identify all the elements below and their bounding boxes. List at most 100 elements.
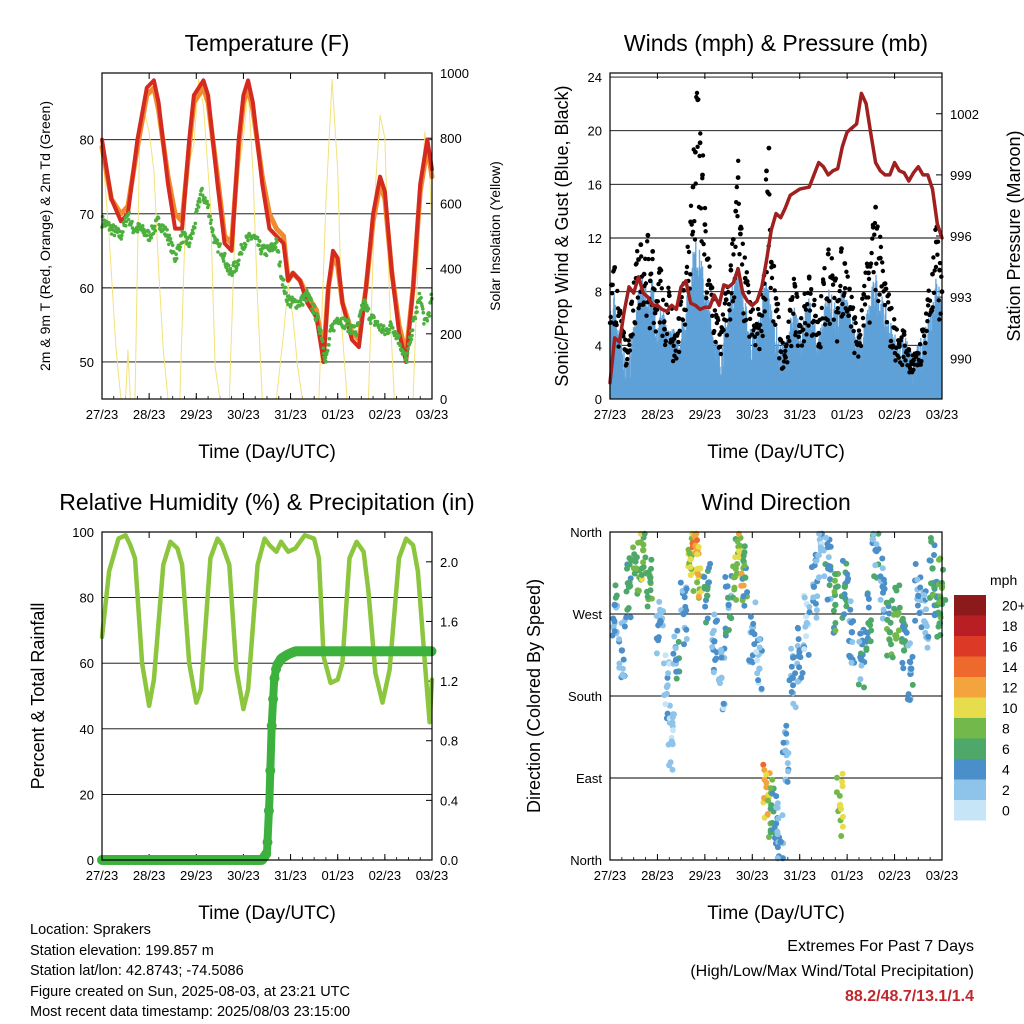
direction-point (764, 811, 771, 817)
legend-swatch (954, 677, 986, 698)
direction-anchor-point (929, 565, 936, 572)
gust-point (734, 184, 739, 190)
dewpoint-point (408, 340, 413, 345)
gust-point (726, 289, 731, 295)
direction-point (672, 645, 679, 652)
dewpoint-point (283, 285, 288, 290)
gust-point (695, 144, 700, 149)
direction-anchor-point (825, 565, 832, 572)
x-tick-label: 30/23 (736, 868, 769, 883)
direction-point (931, 612, 938, 619)
direction-point (638, 565, 645, 572)
gust-point (785, 360, 790, 365)
y-tick-label: North (570, 525, 602, 540)
gust-point (609, 291, 615, 296)
dewpoint-point (174, 252, 178, 256)
dewpoint-point (135, 230, 140, 234)
direction-point (870, 536, 877, 543)
elevation-text: Station elevation: 199.857 m (30, 942, 214, 959)
gust-peak-point (802, 304, 807, 309)
y-tick-label: 4 (595, 338, 602, 353)
gust-point (722, 301, 728, 306)
direction-point (666, 762, 673, 769)
gust-point (660, 297, 666, 303)
gust-point (634, 261, 639, 266)
direction-point (653, 635, 660, 642)
legend-label: 18 (1002, 618, 1018, 634)
gust-peak-point (792, 283, 798, 289)
direction-point (683, 636, 690, 642)
dewpoint-point (344, 323, 349, 328)
direction-point (710, 669, 717, 676)
direction-point (827, 576, 834, 583)
dewpoint-point (273, 245, 278, 250)
direction-anchor-point (832, 601, 839, 609)
direction-anchor-point (810, 583, 818, 590)
legend-label: 2 (1002, 782, 1010, 798)
direction-point (926, 557, 933, 564)
dewpoint-point (255, 235, 260, 240)
direction-point (653, 650, 660, 657)
gust-point (866, 295, 871, 300)
direction-anchor-point (749, 629, 756, 636)
gust-point (820, 316, 825, 321)
direction-point (912, 561, 919, 567)
gust-point (757, 346, 762, 352)
extremes-value: 88.2/48.7/13.1/1.4 (845, 988, 974, 1005)
dewpoint-point (289, 302, 293, 307)
gust-point (803, 321, 808, 326)
gust-point (741, 311, 746, 316)
dewpoint-point (314, 318, 319, 322)
gust-point (893, 358, 898, 363)
y2-tick-label: 400 (440, 262, 462, 277)
direction-point (760, 761, 767, 768)
direction-point (740, 593, 747, 600)
direction-point (630, 556, 637, 563)
x-axis-label: Time (Day/UTC) (707, 442, 845, 463)
gust-point (926, 288, 931, 293)
gust-point (771, 263, 777, 269)
dewpoint-point (410, 333, 414, 338)
x-tick-label: 02/23 (878, 407, 911, 422)
gust-point (633, 321, 638, 326)
gust-peak-point (650, 249, 656, 254)
gust-point (684, 264, 690, 270)
gust-point (775, 301, 781, 307)
gust-point (785, 335, 791, 340)
dewpoint-point (211, 227, 215, 232)
dewpoint-point (189, 236, 194, 241)
gust-point (827, 321, 832, 326)
extremes-box: Extremes For Past 7 Days (High/Low/Max W… (690, 934, 974, 1009)
gust-point (802, 291, 807, 296)
gust-peak-point (709, 285, 715, 291)
gust-point (902, 343, 907, 348)
gust-point (683, 307, 688, 313)
gust-point (739, 262, 745, 267)
direction-anchor-point (872, 547, 879, 554)
gust-point (753, 343, 758, 348)
gust-peak-point (735, 175, 741, 181)
gust-point (639, 254, 644, 259)
gust-point (890, 343, 896, 348)
direction-point (653, 613, 660, 619)
dewpoint-point (320, 339, 325, 344)
direction-point (623, 588, 630, 595)
direction-point (879, 555, 886, 562)
gust-point (913, 354, 919, 359)
dewpoint-point (124, 224, 128, 228)
gust-peak-point (695, 97, 701, 103)
gust-peak-point (920, 328, 926, 333)
dewpoint-point (276, 250, 281, 254)
dewpoint-point (137, 222, 142, 227)
gust-point (861, 323, 866, 328)
direction-point (914, 576, 921, 583)
direction-point (931, 552, 937, 558)
dewpoint-point (387, 327, 392, 332)
direction-anchor-point (858, 656, 865, 663)
gust-point (670, 358, 676, 364)
gust-point (724, 318, 729, 323)
direction-point (849, 639, 856, 645)
gust-point (703, 229, 708, 234)
y2-tick-label: 600 (440, 196, 462, 211)
